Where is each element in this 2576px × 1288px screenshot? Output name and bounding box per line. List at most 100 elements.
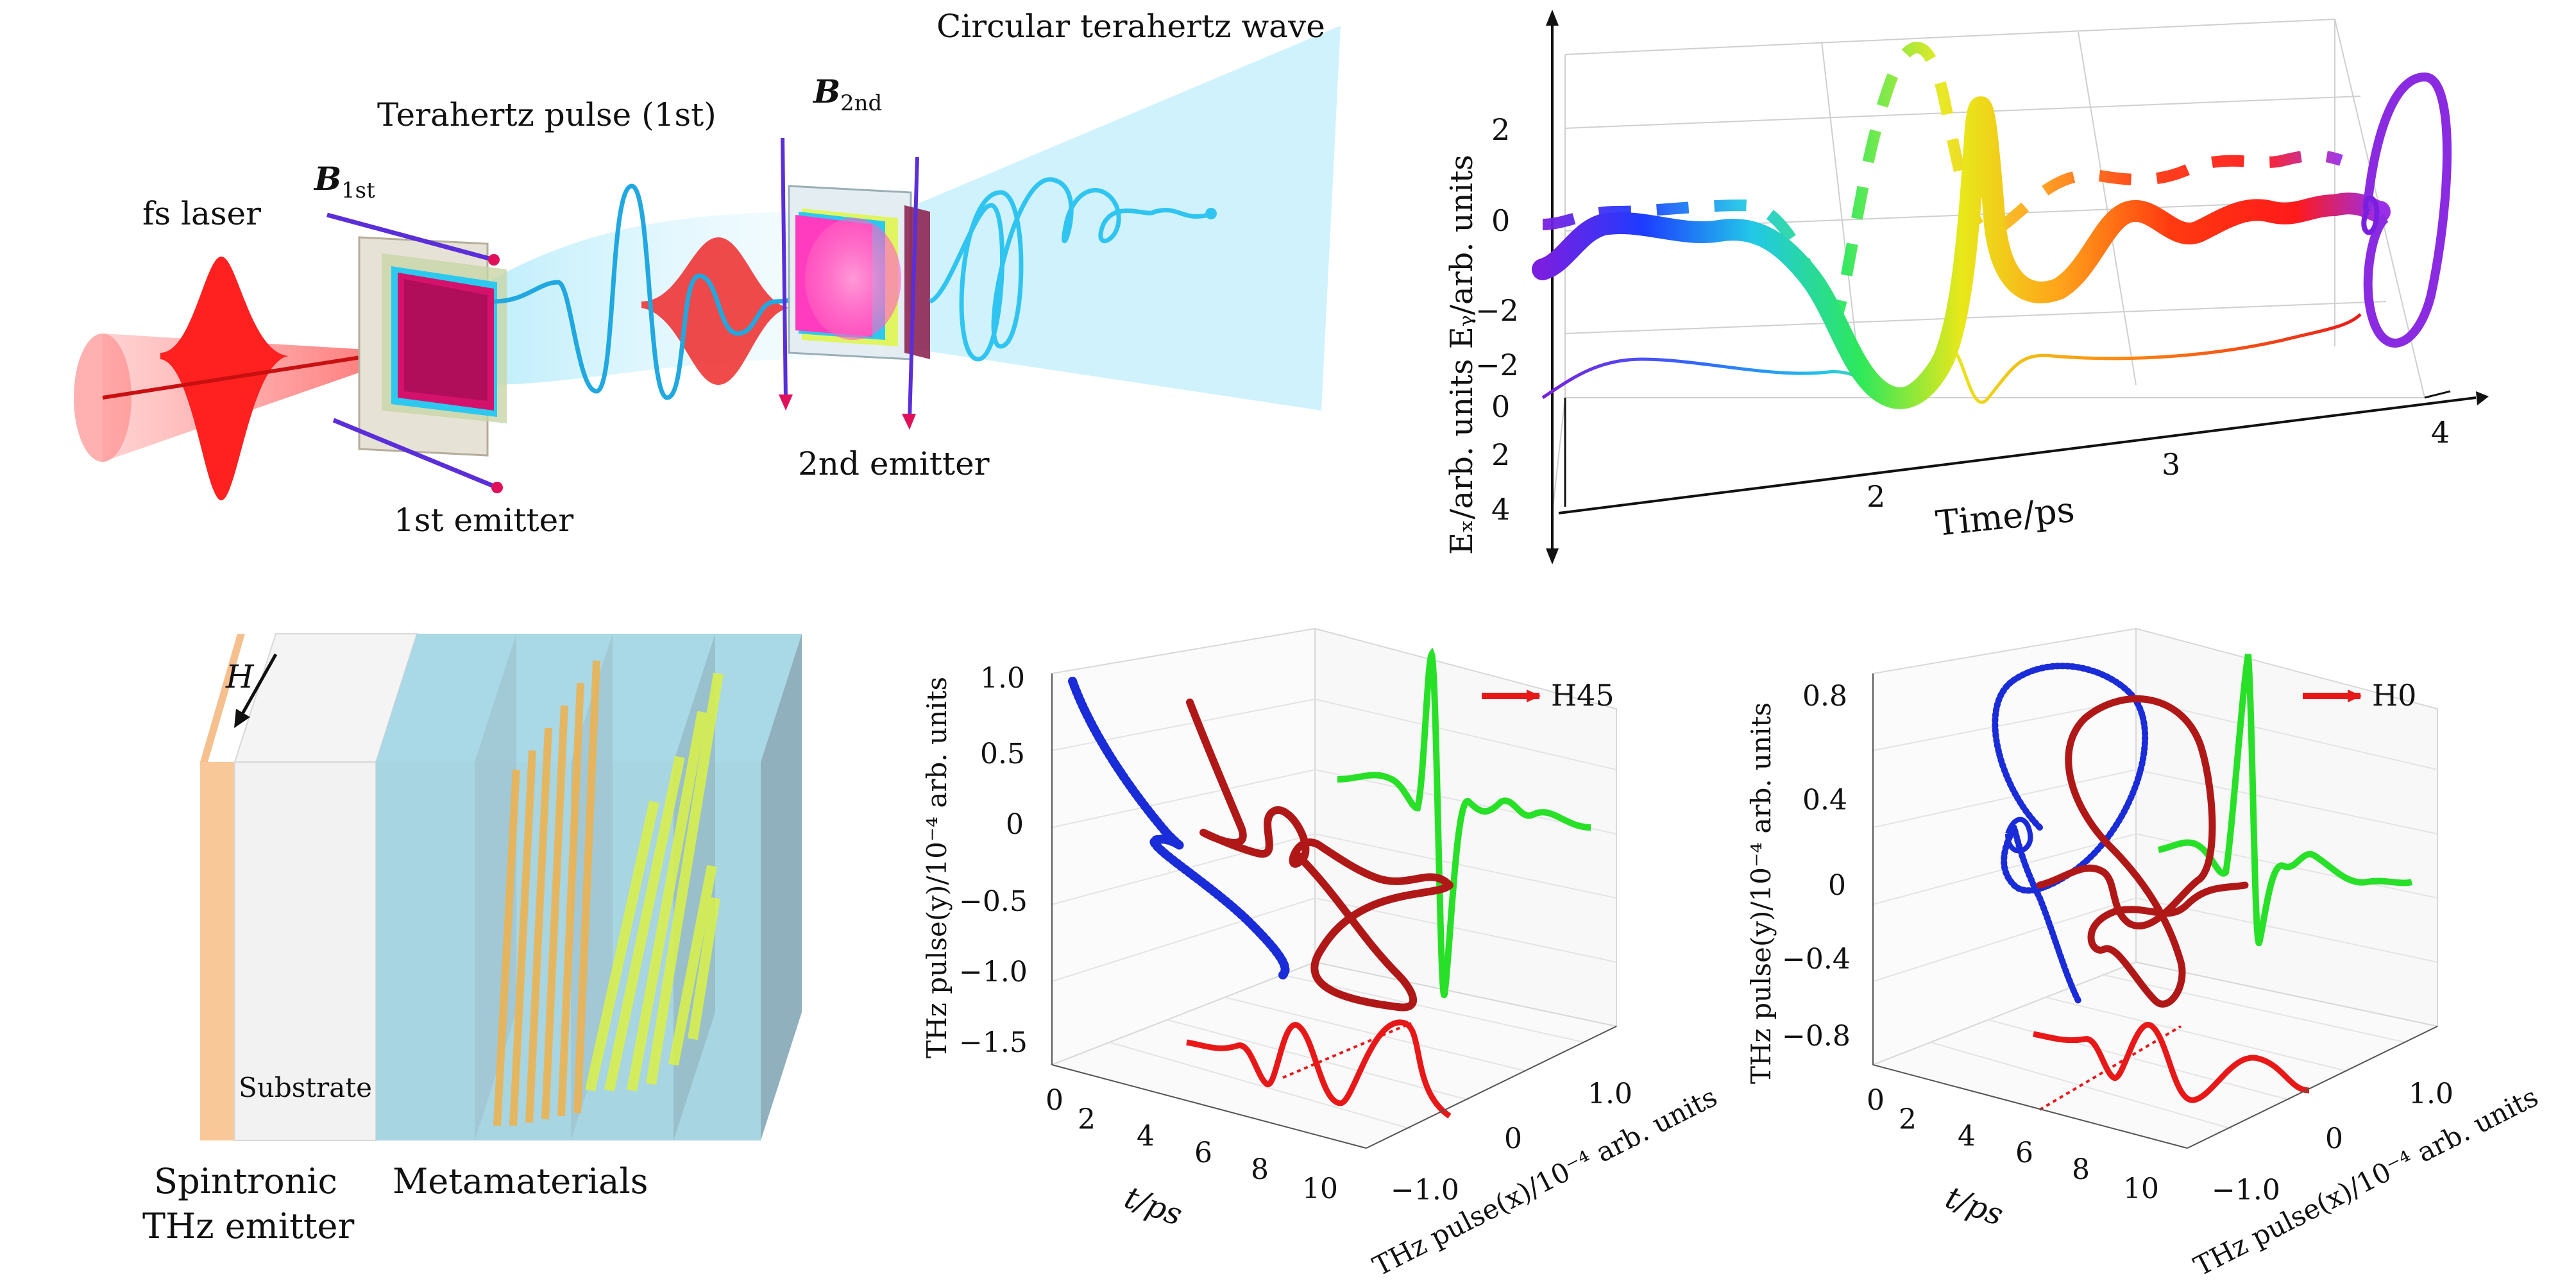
panel-d-t-axis — [1051, 1064, 1367, 1149]
b2-arrow-2 — [902, 414, 916, 430]
panel-e-t-axis — [1872, 1064, 2188, 1149]
panel-b-axis-arrow-up — [1546, 10, 1559, 26]
h45-red-dotted — [1282, 1022, 1412, 1079]
panel-b-time-arrow — [2476, 391, 2489, 405]
panel-c-device: H Substrate Spintronic THz emitter Metam… — [142, 633, 802, 1246]
time-tick-2: 2 — [1867, 479, 1885, 514]
e-t-tick-10: 10 — [2123, 1173, 2159, 1205]
time-tick-3: 3 — [2162, 447, 2180, 482]
d-t-tick-0: 0 — [1046, 1084, 1063, 1117]
purple-circular-loop — [2362, 72, 2452, 348]
time-tick-4: 4 — [2431, 415, 2450, 450]
e-t-tick-0: 0 — [1867, 1084, 1885, 1117]
d-t-tick-10: 10 — [1302, 1173, 1338, 1205]
b2-field-line — [781, 137, 788, 402]
b2-label: B — [812, 72, 840, 110]
d-x-tick-0: 0 — [1504, 1123, 1522, 1155]
thz-pulse-label: Terahertz pulse (1st) — [377, 96, 716, 133]
panel-b-3d-plot: 2 0 −2 −2 0 2 4 2 3 4 Time/ps Eₓ/arb. un… — [1444, 10, 2489, 564]
laser-axis — [102, 350, 398, 400]
d-t-tick-2: 2 — [1078, 1103, 1096, 1136]
d-y-axis-label: THz pulse(y)/10⁻⁴ arb. units — [921, 677, 953, 1058]
ey-tick-2: 2 — [1491, 112, 1510, 147]
substrate-label: Substrate — [239, 1072, 372, 1103]
b1-field-end — [488, 254, 500, 266]
e-x-tick-1: 1.0 — [2409, 1078, 2453, 1110]
panel-d-3d-plot: H45 1.0 0.5 0 −0.5 −1.0 −1.5 0 2 4 6 8 1… — [921, 627, 1722, 1282]
h0-blue-inner-loop — [2005, 817, 2033, 854]
e-y-tick-neg0.4: −0.4 — [1782, 943, 1851, 976]
thz-pulse-wave — [493, 183, 829, 400]
d-x-tick-neg1: −1.0 — [1391, 1174, 1459, 1207]
h-label: H — [225, 658, 255, 695]
vertical-strips — [493, 660, 600, 1126]
purple-small-loop — [2361, 195, 2380, 235]
e-t-axis-label: t/ps — [1941, 1180, 2008, 1233]
panel-e-3d-plot: H0 0.8 0.4 0 −0.4 −0.8 0 2 4 6 8 10 1.0 … — [1745, 627, 2543, 1282]
metamaterial-side — [761, 634, 802, 1140]
circular-wave-helix — [929, 177, 1210, 362]
ex-tick-0: 0 — [1491, 389, 1510, 424]
time-axis-label: Time/ps — [1934, 489, 2076, 544]
spintronic-layer — [200, 762, 235, 1140]
e-t-tick-6: 6 — [2015, 1137, 2033, 1169]
emitter-2 — [788, 185, 930, 360]
e-t-tick-4: 4 — [1958, 1120, 1976, 1153]
d-y-tick-neg1: −1.0 — [959, 956, 1028, 988]
e-x-tick-neg1: −1.0 — [2212, 1174, 2280, 1207]
helix-end — [1205, 208, 1217, 219]
panel-b-box-edge — [2424, 390, 2451, 399]
b2-sub-label: 2nd — [840, 90, 882, 116]
circular-thz-cone — [853, 26, 1341, 411]
h45-red-projection — [1186, 1019, 1452, 1119]
d-t-tick-6: 6 — [1194, 1137, 1212, 1169]
h-field-arrowhead — [234, 709, 250, 728]
e-axis-label: Eₓ/arb. units Eᵧ/arb. units — [1444, 155, 1480, 555]
ey-tick-neg2: −2 — [1475, 293, 1519, 328]
panel-a-schematic: Circular terahertz wave Terahertz pulse … — [74, 8, 1341, 539]
thz-3d-main-trace — [1532, 96, 2391, 409]
h0-green-projection — [2157, 654, 2413, 947]
emitter1-label: 1st emitter — [394, 502, 573, 539]
ex-tick-4: 4 — [1491, 492, 1510, 527]
h-field-arrow — [239, 653, 278, 718]
ey-projection-dashed — [1542, 42, 2343, 327]
e-y-tick-neg0.8: −0.8 — [1782, 1020, 1851, 1053]
b1-label: B — [313, 160, 341, 198]
e-y-tick-0: 0 — [1828, 869, 1846, 902]
panel-b-time-axis — [1558, 396, 2477, 514]
e-y-tick-0.4: 0.4 — [1802, 784, 1847, 817]
ex-tick-neg2: −2 — [1475, 348, 1519, 382]
b1-sub-label: 1st — [341, 178, 375, 203]
emitter-1 — [358, 236, 507, 457]
d-y-tick-1: 1.0 — [980, 662, 1025, 695]
circular-wave-title: Circular terahertz wave — [936, 8, 1325, 45]
b2-arrow — [779, 394, 793, 411]
b1-field-line — [326, 212, 495, 262]
e-y-axis-label: THz pulse(y)/10⁻⁴ arb. units — [1745, 702, 1777, 1084]
metamaterials-label: Metamaterials — [393, 1161, 648, 1201]
b1-field-end-lower — [491, 482, 503, 493]
e-t-tick-2: 2 — [1899, 1103, 1917, 1136]
e-y-tick-0.8: 0.8 — [1802, 680, 1847, 713]
d-y-tick-0.5: 0.5 — [980, 738, 1025, 770]
d-t-tick-8: 8 — [1251, 1153, 1269, 1186]
h45-legend-marker — [1527, 690, 1541, 702]
panel-e-grid — [1872, 699, 2438, 1130]
ex-tick-2: 2 — [1491, 437, 1510, 472]
h0-red-projection — [2033, 1022, 2310, 1103]
spintronic-label-1: Spintronic — [154, 1161, 337, 1201]
h45-darkred-trace — [1186, 699, 1453, 1012]
d-y-tick-neg1.5: −1.5 — [959, 1026, 1028, 1059]
h45-legend-label: H45 — [1551, 678, 1614, 713]
panel-b-axis-arrow-down — [1546, 548, 1559, 564]
d-t-axis-label: t/ps — [1120, 1180, 1187, 1233]
ey-tick-0: 0 — [1491, 203, 1510, 238]
d-y-tick-neg0.5: −0.5 — [959, 885, 1028, 918]
substrate-layer — [234, 761, 377, 1141]
fs-laser-label: fs laser — [142, 195, 261, 232]
red-pulse-inbeam — [641, 237, 789, 385]
e-t-tick-8: 8 — [2072, 1153, 2090, 1186]
b1-field-line-lower — [332, 418, 498, 490]
